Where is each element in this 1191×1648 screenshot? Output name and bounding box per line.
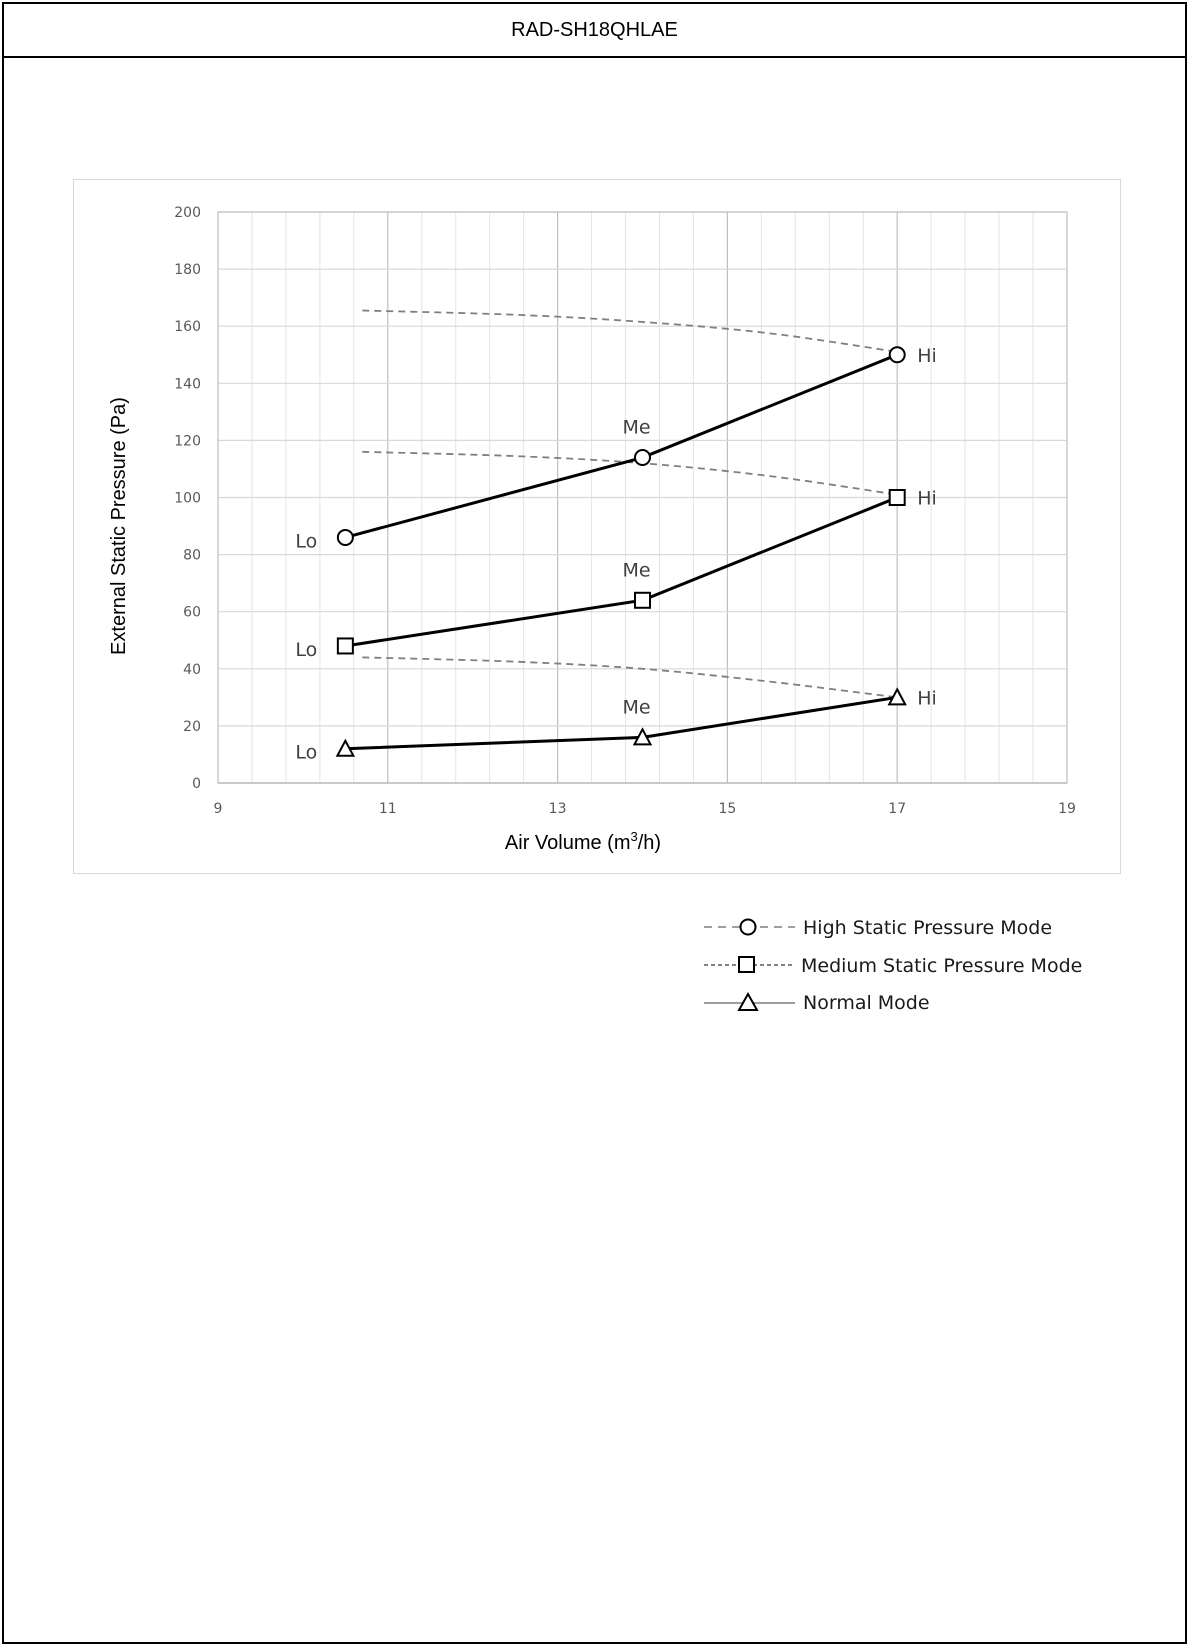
- series-line: [345, 695, 898, 751]
- data-point-triangle: [335, 738, 356, 757]
- legend-label-high: High Static Pressure Mode: [803, 917, 1052, 939]
- series-group: [335, 346, 907, 757]
- chart-panel: [73, 179, 1121, 874]
- data-point-square: [888, 489, 906, 506]
- x-tick-label: 19: [1058, 801, 1076, 817]
- data-label: Me: [622, 696, 650, 718]
- limit-curves: [362, 309, 898, 699]
- legend-triangle-icon: [737, 991, 759, 1011]
- y-tick-label: 100: [174, 491, 201, 507]
- data-label: Hi: [917, 488, 937, 510]
- x-tick-label: 11: [379, 801, 397, 817]
- x-tick-label: 15: [718, 801, 736, 817]
- legend: High Static Pressure Mode Medium Static …: [704, 917, 1082, 1014]
- data-label: Me: [622, 559, 650, 581]
- y-tick-label: 60: [183, 605, 201, 621]
- data-label: Me: [622, 417, 650, 439]
- page-title: RAD-SH18QHLAE: [511, 18, 678, 41]
- data-point-square: [634, 591, 651, 609]
- legend-item-normal: Normal Mode: [704, 991, 930, 1014]
- x-tick-label: 13: [549, 801, 567, 817]
- data-label: Lo: [295, 742, 317, 764]
- legend-item-medium: Medium Static Pressure Mode: [704, 955, 1082, 977]
- x-tick-label: 9: [214, 801, 223, 817]
- point-labels: Lo Me Hi Lo Me Hi Lo Me Hi: [295, 345, 936, 764]
- x-tick-label: 17: [888, 801, 906, 817]
- y-tick-label: 160: [174, 319, 201, 335]
- data-point-triangle: [887, 687, 907, 706]
- series-line: [344, 353, 898, 539]
- data-label: Lo: [295, 639, 317, 661]
- limit-curve: [362, 309, 898, 353]
- y-tick-label: 80: [183, 548, 201, 564]
- y-tick-label: 180: [174, 262, 201, 278]
- legend-square-icon: [738, 956, 755, 973]
- data-point-circle: [336, 528, 354, 546]
- data-point-circle: [888, 346, 906, 364]
- data-label: Hi: [917, 687, 937, 709]
- y-tick-label: 0: [192, 776, 201, 792]
- y-axis-title: External Static Pressure (Pa): [108, 397, 130, 655]
- y-tick-label: 200: [174, 205, 201, 221]
- header-box: RAD-SH18QHLAE: [4, 4, 1185, 58]
- legend-label-medium: Medium Static Pressure Mode: [801, 955, 1082, 977]
- major-grid: [218, 211, 1067, 784]
- limit-curve: [362, 450, 898, 496]
- y-tick-label: 20: [183, 719, 201, 735]
- x-axis-title: Air Volume (m3/h): [505, 829, 661, 854]
- data-point-circle: [634, 449, 651, 467]
- data-label: Hi: [917, 345, 937, 367]
- limit-curve: [362, 656, 898, 699]
- y-tick-label: 140: [174, 376, 201, 392]
- data-point-square: [336, 637, 354, 655]
- legend-circle-icon: [739, 918, 757, 936]
- series-line: [345, 496, 898, 648]
- x-axis-title-post: /h): [638, 832, 661, 854]
- axes: [217, 211, 1068, 784]
- legend-label-normal: Normal Mode: [803, 992, 930, 1014]
- x-axis-title-sup: 3: [631, 829, 638, 844]
- legend-item-high: High Static Pressure Mode: [704, 917, 1052, 939]
- y-tick-label: 120: [174, 433, 201, 449]
- data-point-triangle: [632, 727, 653, 746]
- x-axis-title-pre: Air Volume (m: [505, 832, 631, 854]
- tick-labels: 9 11 13 15 17 19 0 20 40 60 80 100 120 140 160 180 200: [174, 205, 1076, 817]
- data-label: Lo: [295, 530, 317, 552]
- y-tick-label: 40: [183, 662, 201, 678]
